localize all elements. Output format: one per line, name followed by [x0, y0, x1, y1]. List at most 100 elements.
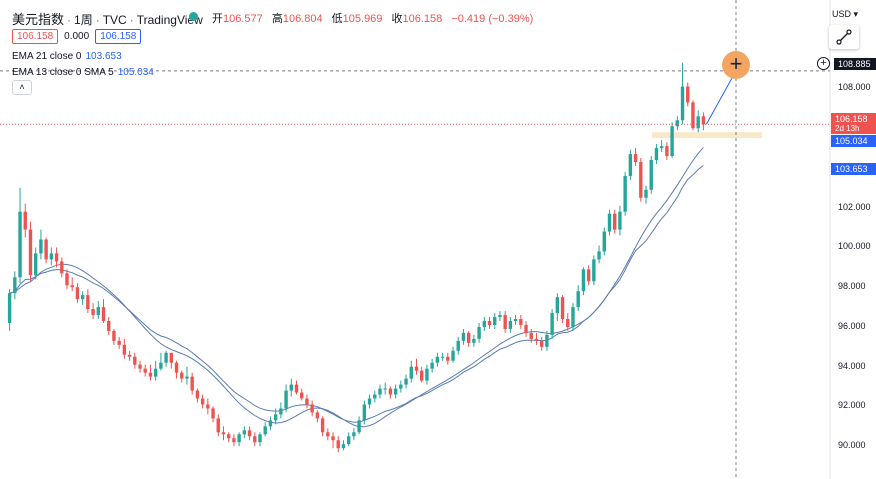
close-value: 106.158 — [402, 13, 443, 25]
indicator-name: EMA 21 close 0 — [12, 51, 82, 62]
candle — [430, 358, 434, 373]
candle-body — [487, 320, 492, 325]
currency-label: USD — [832, 9, 852, 19]
candle — [54, 247, 59, 268]
candle — [258, 432, 262, 447]
candle — [639, 158, 643, 202]
indicator-ema21[interactable]: EMA 21 close 0 103.653 — [12, 51, 122, 62]
candle-body — [508, 320, 513, 329]
candle-body — [289, 384, 293, 391]
indicator-ema13[interactable]: EMA 13 close 0 SMA 5 105.034 — [12, 67, 154, 78]
candle — [122, 338, 127, 359]
candle-body — [373, 394, 377, 399]
candle — [414, 358, 419, 375]
candle — [180, 370, 184, 383]
drawing-tool-button[interactable] — [829, 25, 859, 49]
candle — [602, 227, 606, 256]
candle — [425, 364, 429, 385]
candle-body — [597, 251, 601, 260]
buy-price-box[interactable]: 106.158 — [95, 29, 142, 44]
candle-body — [399, 384, 403, 389]
candle — [383, 382, 387, 395]
candle — [200, 394, 205, 409]
candle — [153, 360, 158, 381]
candle — [367, 394, 372, 409]
collapse-indicators-button[interactable]: ˄ — [12, 80, 32, 95]
candle — [472, 334, 476, 347]
candle — [451, 346, 455, 363]
candle-body — [404, 378, 408, 385]
candle — [247, 426, 252, 441]
candle — [576, 285, 580, 312]
candle-body — [268, 420, 273, 427]
candle-body — [644, 189, 648, 198]
candle — [362, 400, 367, 425]
candle — [586, 265, 591, 286]
currency-selector[interactable]: USD ▾ — [832, 9, 858, 20]
candle — [331, 432, 335, 449]
candle-body — [117, 340, 121, 345]
candle — [498, 311, 502, 321]
candle — [357, 416, 361, 435]
candle-body — [560, 297, 565, 319]
candle — [373, 390, 377, 403]
candle — [242, 426, 247, 439]
candle — [597, 245, 601, 264]
candle — [508, 317, 513, 333]
candle — [539, 336, 544, 351]
candle-body — [571, 307, 575, 327]
candle — [691, 100, 695, 131]
highlight-zone — [652, 132, 762, 139]
crosshair-price-tag: 108.885 — [834, 58, 876, 70]
candle-body — [7, 293, 12, 323]
candle — [39, 229, 43, 260]
candle — [33, 247, 38, 280]
candle-body — [180, 372, 184, 379]
candle — [300, 388, 304, 401]
candle-body — [472, 338, 476, 343]
candle — [169, 352, 174, 369]
candle — [503, 311, 507, 333]
symbol-legend[interactable]: 美元指数 · 1周 · TVC · TradingView — [12, 9, 203, 28]
add-alert-icon[interactable]: + — [817, 57, 830, 70]
candle — [352, 428, 356, 441]
candle-body — [649, 160, 653, 190]
candle — [607, 209, 612, 236]
candle-body — [133, 356, 137, 365]
indicator-value: 103.653 — [85, 51, 122, 62]
candle-body — [435, 356, 440, 363]
candle — [49, 247, 54, 266]
candle-body — [367, 398, 372, 405]
sell-price-box[interactable]: 106.158 — [12, 29, 59, 44]
candle-body — [263, 426, 267, 435]
low-label: 低 — [331, 13, 343, 25]
candle — [159, 352, 163, 371]
open-value: 106.577 — [223, 13, 263, 25]
candle-body — [498, 315, 502, 318]
candle — [148, 364, 153, 381]
symbol-name[interactable]: 美元指数 — [12, 12, 65, 27]
crosshair-plus-icon[interactable]: + — [722, 51, 750, 79]
candle — [649, 156, 653, 194]
candle-body — [341, 444, 346, 449]
legend-separator: · — [67, 13, 72, 27]
candle — [560, 295, 565, 323]
trend-line-icon — [836, 29, 852, 45]
candle — [519, 315, 523, 329]
candle-body — [211, 408, 215, 419]
candle — [86, 289, 90, 314]
candle-body — [362, 404, 367, 421]
candle-body — [566, 319, 570, 327]
candle-body — [54, 253, 59, 262]
candle — [670, 122, 674, 159]
candle — [644, 185, 648, 204]
candle — [461, 328, 466, 345]
interval-label[interactable]: 1周 — [74, 13, 93, 27]
candle-body — [388, 388, 393, 395]
candle-body — [529, 332, 533, 339]
candle-body — [586, 269, 591, 282]
candle-body — [602, 231, 606, 252]
spread-value: 0.000 — [64, 31, 90, 42]
candle-body — [477, 326, 481, 339]
